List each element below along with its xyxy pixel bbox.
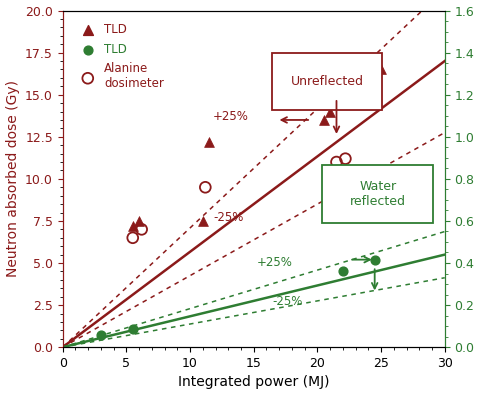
- Point: [202, 184, 209, 190]
- Point: [333, 100, 340, 106]
- Point: [371, 256, 379, 263]
- FancyBboxPatch shape: [272, 53, 383, 110]
- Legend: TLD, TLD, Alanine
dosimeter: TLD, TLD, Alanine dosimeter: [72, 20, 168, 94]
- Text: Unreflected: Unreflected: [290, 75, 363, 88]
- Text: Water
reflected: Water reflected: [350, 180, 406, 208]
- Point: [129, 235, 137, 241]
- Text: -25%: -25%: [213, 211, 243, 224]
- Point: [199, 218, 206, 224]
- X-axis label: Integrated power (MJ): Integrated power (MJ): [178, 375, 329, 389]
- Point: [129, 325, 137, 332]
- Point: [371, 66, 379, 73]
- Text: -25%: -25%: [273, 295, 303, 308]
- Point: [97, 332, 105, 339]
- Point: [342, 156, 349, 162]
- Point: [377, 66, 385, 73]
- Text: +25%: +25%: [213, 110, 249, 123]
- Point: [138, 226, 145, 233]
- Point: [129, 223, 137, 229]
- Point: [333, 159, 340, 165]
- FancyBboxPatch shape: [323, 166, 433, 223]
- Point: [205, 139, 213, 145]
- Point: [358, 75, 366, 81]
- Point: [135, 218, 143, 224]
- Point: [320, 117, 327, 123]
- Y-axis label: Neutron absorbed dose (Gy): Neutron absorbed dose (Gy): [6, 80, 20, 277]
- Text: +25%: +25%: [256, 256, 292, 269]
- Point: [339, 268, 347, 275]
- Point: [326, 108, 334, 115]
